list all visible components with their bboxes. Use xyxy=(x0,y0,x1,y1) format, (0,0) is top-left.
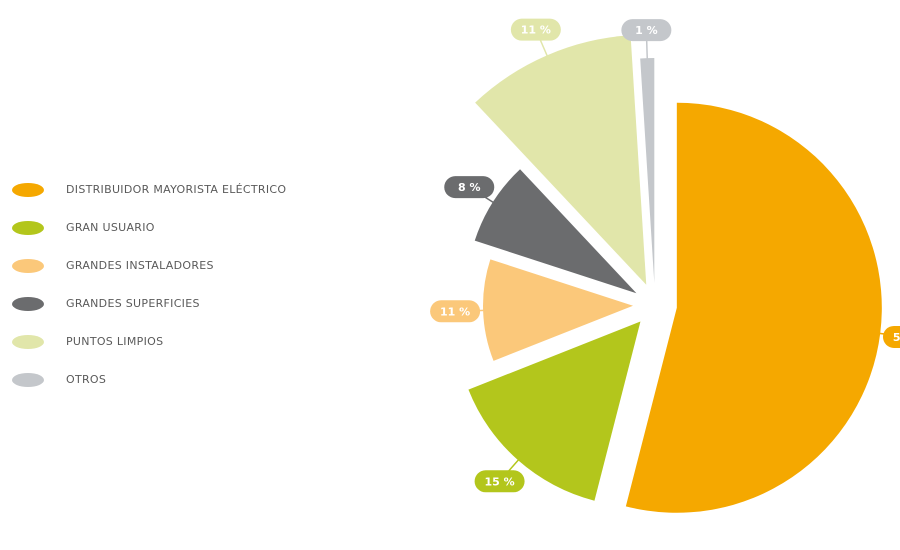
label-bubble xyxy=(621,19,672,42)
legend-swatch xyxy=(12,183,44,197)
legend-swatch xyxy=(12,335,44,349)
data-label: 11 % xyxy=(521,24,551,37)
legend-label: GRAN USUARIO xyxy=(66,221,155,234)
legend-swatch xyxy=(12,259,44,273)
legend-label: OTROS xyxy=(66,373,106,386)
pie-slice xyxy=(640,58,655,284)
pie-slice xyxy=(475,35,647,285)
legend-swatch xyxy=(12,221,44,235)
data-label: 54 % xyxy=(893,331,900,344)
data-label: 8 % xyxy=(458,181,481,194)
pie-slice xyxy=(474,169,637,294)
legend-label: GRANDES INSTALADORES xyxy=(66,259,214,272)
pie-slice xyxy=(483,259,634,361)
legend-label: DISTRIBUIDOR MAYORISTA ELÉCTRICO xyxy=(66,183,286,196)
legend-label: GRANDES SUPERFICIES xyxy=(66,297,200,310)
label-bubble xyxy=(444,176,495,199)
legend-label: PUNTOS LIMPIOS xyxy=(66,335,163,348)
data-label: 15 % xyxy=(485,475,515,488)
label-bubble xyxy=(474,470,525,493)
pie-slice xyxy=(468,321,641,501)
legend-swatch xyxy=(12,297,44,311)
label-bubble xyxy=(882,325,900,348)
data-label: 1 % xyxy=(635,24,658,37)
data-label: 11 % xyxy=(440,305,470,318)
label-bubble xyxy=(510,18,561,41)
label-bubble xyxy=(430,300,481,323)
pie-slice xyxy=(625,102,882,513)
legend-swatch xyxy=(12,373,44,387)
